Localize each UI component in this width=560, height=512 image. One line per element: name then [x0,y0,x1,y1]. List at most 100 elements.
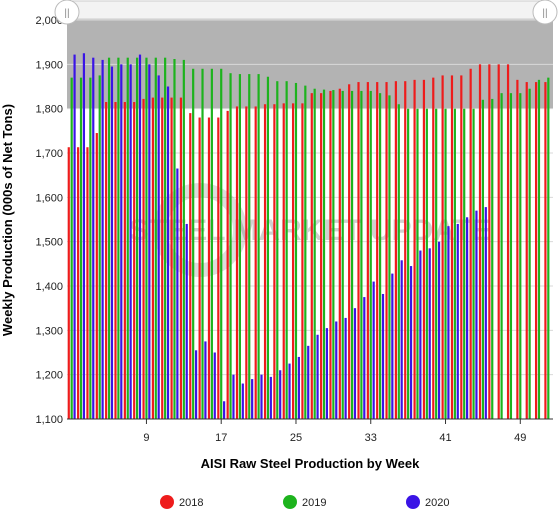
bar-2018-week-20 [245,106,248,419]
y-tick-label: 1,800 [35,104,63,116]
bar-2018-week-41 [441,75,444,420]
bar-2018-week-29 [329,90,332,419]
bar-2018-week-6 [114,102,117,420]
bar-2018-week-1 [67,147,70,419]
bar-2018-week-26 [301,103,304,419]
bar-2019-week-52 [547,77,550,419]
bar-2018-week-12 [170,97,173,419]
legend-item-2020[interactable]: 2020 [406,495,449,509]
bar-2019-week-8 [135,57,139,419]
bar-2020-week-26 [307,345,310,419]
bar-2020-week-44 [475,210,478,419]
bar-2019-week-41 [444,108,447,420]
bar-2019-week-36 [397,104,400,419]
bar-2019-week-50 [528,88,531,419]
navigator-handle-left-grip: || [64,8,69,19]
legend-label-2018: 2018 [179,497,203,509]
bar-2019-week-44 [472,108,475,420]
bar-2019-week-33 [369,90,372,419]
bar-2020-week-29 [335,321,338,419]
bar-2019-week-43 [463,108,466,420]
bar-2019-week-7 [126,57,129,419]
bar-2018-week-36 [394,81,397,420]
bar-2020-week-24 [288,363,291,419]
bar-2018-week-30 [338,88,341,419]
bar-2020-week-37 [409,266,413,419]
bar-2018-week-50 [525,82,528,420]
bar-2018-week-22 [263,104,267,419]
bar-2019-week-6 [117,57,120,419]
x-axis-title: AISI Raw Steel Production by Week [201,456,420,471]
bar-2018-week-10 [151,97,154,419]
navigator-handle-right[interactable] [532,0,558,25]
x-tick-label: 33 [365,432,377,444]
bar-2020-week-18 [232,374,235,419]
bar-2018-week-27 [310,93,313,420]
bar-2018-week-11 [161,97,164,419]
legend-item-2018[interactable]: 2018 [160,495,203,509]
bar-2018-week-13 [179,97,183,419]
bar-2020-week-20 [251,379,254,419]
bar-2019-week-24 [285,81,288,420]
bar-2018-week-42 [450,75,454,420]
bar-2020-week-41 [447,226,450,419]
bar-2018-week-23 [273,104,276,419]
bar-2018-week-24 [282,103,285,419]
bar-2019-week-19 [238,74,242,419]
bar-2018-week-16 [207,117,211,420]
bar-2020-week-45 [484,207,487,419]
y-tick-label: 1,400 [35,281,63,293]
bar-2020-week-23 [279,370,282,419]
bar-2020-week-21 [260,374,263,419]
bar-2018-week-4 [95,133,98,420]
legend-item-2019[interactable]: 2019 [283,495,326,509]
legend-marker-2019 [283,495,297,509]
bar-2020-week-9 [148,64,151,419]
bar-2018-week-46 [488,64,491,419]
bar-2019-week-47 [500,93,503,420]
bar-2020-week-39 [428,248,431,419]
navigator-handle-left[interactable] [54,0,80,25]
bar-2018-week-25 [291,103,295,419]
bar-2020-week-36 [400,260,403,419]
bar-2020-week-42 [456,223,459,419]
bar-2020-week-32 [363,297,366,419]
axes: 1,100 1,200 1,300 1,400 1,500 1,600 1,700 1,800… [35,15,553,444]
bar-2020-week-16 [213,352,216,419]
bars-layer [67,53,550,420]
x-tick-label: 49 [514,432,526,444]
bar-2018-week-48 [506,64,510,419]
bar-2019-week-31 [350,90,354,419]
bar-2018-week-3 [86,147,89,419]
bar-2019-week-5 [107,57,111,419]
y-tick-label: 1,300 [35,325,63,337]
bar-2020-week-6 [120,64,123,419]
bar-2020-week-17 [223,401,226,419]
bar-2020-week-33 [372,281,375,419]
bar-2019-week-25 [294,82,298,419]
bar-2019-week-30 [341,90,344,419]
bar-2018-week-28 [320,93,323,420]
bar-2019-week-32 [360,90,363,419]
bar-2019-week-15 [201,68,204,420]
bar-2020-week-14 [194,350,198,419]
bar-2019-week-23 [276,81,279,420]
x-tick-label: 25 [290,432,302,444]
bar-2020-week-10 [157,75,160,420]
bar-2019-week-3 [89,77,92,419]
bar-2018-week-7 [123,102,126,420]
bar-2020-week-38 [419,250,422,419]
bar-2018-week-44 [469,68,472,420]
y-tick-label: 1,900 [35,59,63,71]
bar-2018-week-5 [105,102,108,420]
bar-2019-week-13 [182,59,185,420]
legend: 2018 2019 2020 [160,495,449,509]
bar-2018-week-52 [544,82,547,420]
bar-2020-week-22 [269,376,272,419]
bar-2018-week-38 [413,79,416,419]
navigator-handle-right-grip: || [542,8,547,19]
bar-2019-week-16 [210,68,213,420]
bar-2020-week-1 [73,54,76,420]
bar-2019-week-42 [453,108,456,420]
bar-2020-week-12 [176,168,179,419]
